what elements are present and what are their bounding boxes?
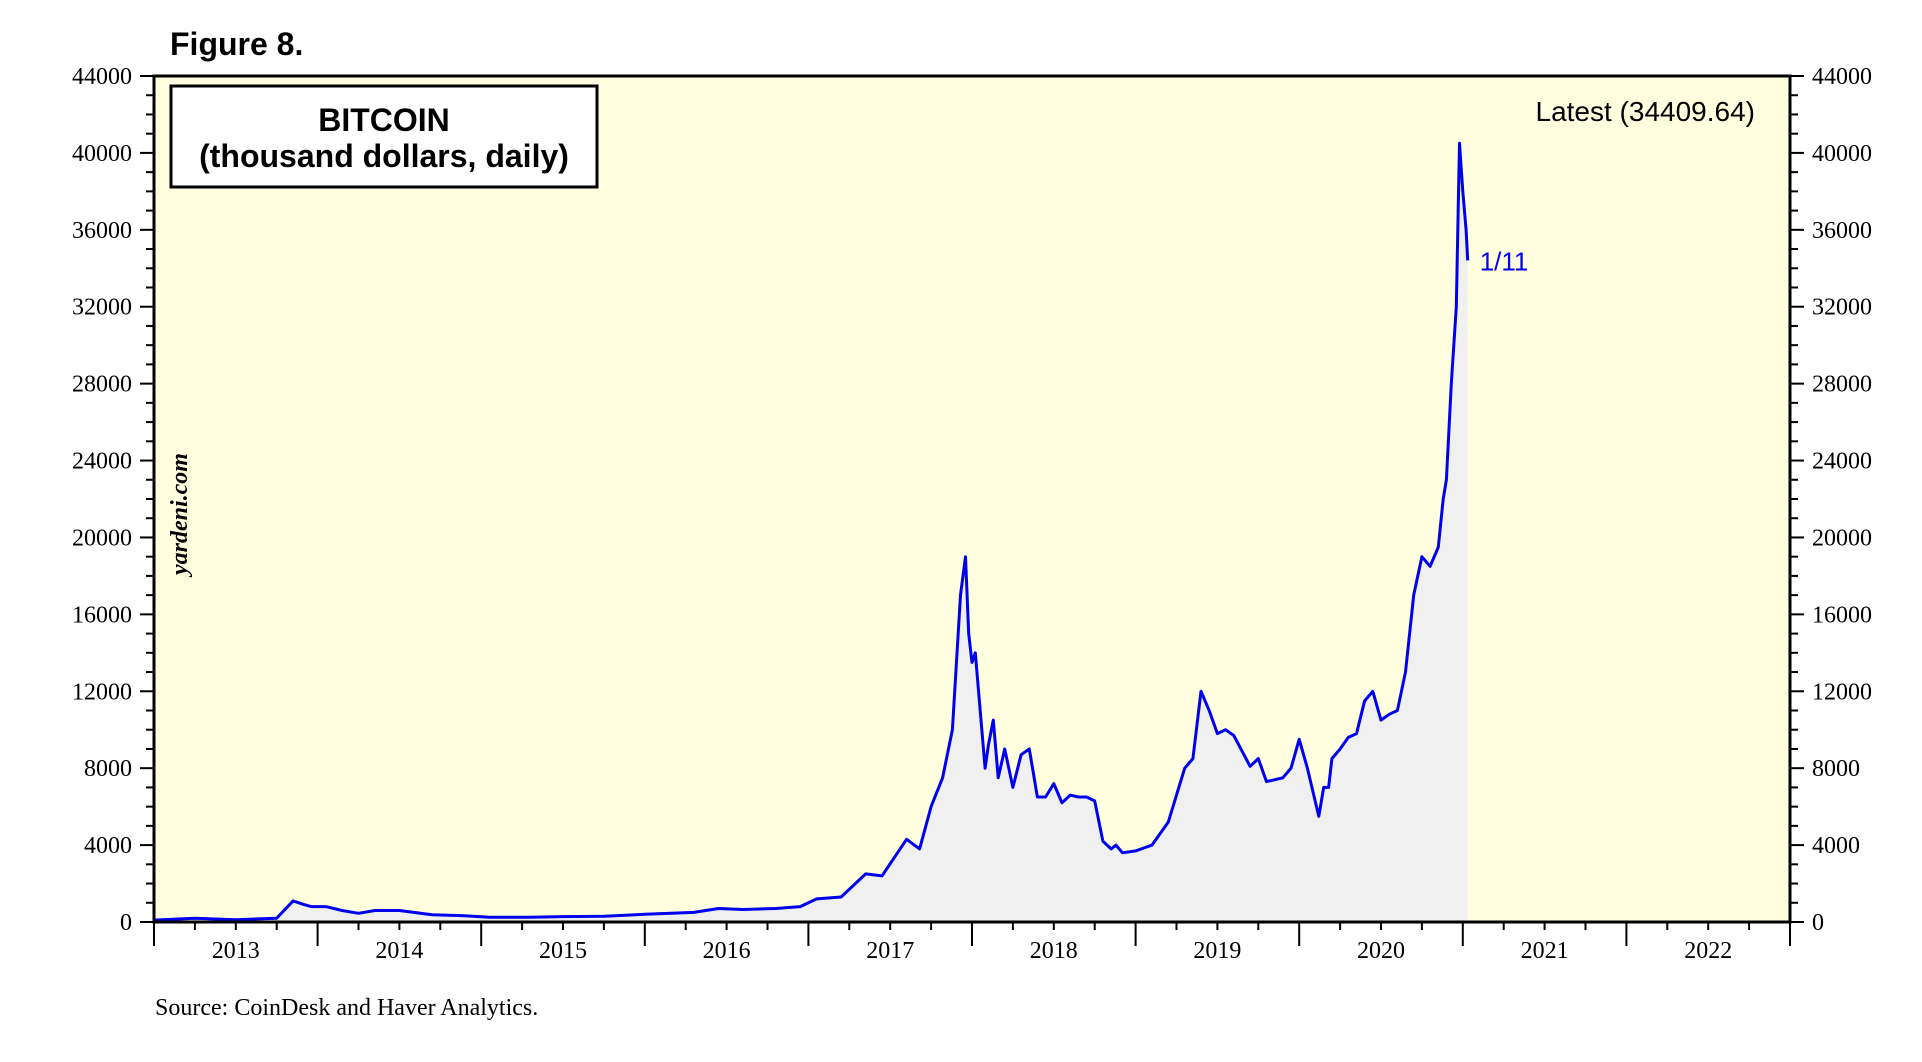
left-y-tick-label: 32000 — [72, 295, 132, 321]
left-y-tick-label: 12000 — [72, 679, 132, 705]
left-y-tick-label: 40000 — [72, 141, 132, 167]
area-under-line — [154, 143, 1468, 923]
yardeni-watermark: yardeni.com — [167, 453, 193, 578]
right-y-tick-label: 24000 — [1812, 449, 1872, 475]
chart-subtitle: (thousand dollars, daily) — [199, 138, 569, 174]
left-y-tick-label: 0 — [120, 910, 132, 936]
figure-label: Figure 8. — [170, 26, 303, 62]
right-y-tick-label: 0 — [1812, 910, 1824, 936]
latest-value-label: Latest (34409.64) — [1536, 96, 1756, 127]
right-y-tick-label: 28000 — [1812, 372, 1872, 398]
source-note: Source: CoinDesk and Haver Analytics. — [155, 995, 538, 1021]
title-box — [169, 84, 599, 189]
x-tick-label: 2021 — [1521, 938, 1569, 964]
latest-date-label: 1/11 — [1480, 246, 1529, 276]
x-tick-label: 2014 — [375, 938, 423, 964]
left-y-tick-label: 36000 — [72, 218, 132, 244]
right-y-tick-label: 12000 — [1812, 679, 1872, 705]
right-y-tick-label: 40000 — [1812, 141, 1872, 167]
right-y-tick-label: 20000 — [1812, 525, 1872, 551]
price-line — [153, 141, 1470, 922]
right-y-tick-label: 44000 — [1812, 64, 1872, 90]
right-y-axis: 0 4000 8000 12000 16000 20000 24000 28000 32000 3… — [1790, 64, 1872, 936]
left-y-tick-label: 4000 — [84, 833, 132, 859]
chart-title: BITCOIN — [318, 102, 450, 138]
x-tick-label: 2016 — [703, 938, 751, 964]
right-y-tick-label: 36000 — [1812, 218, 1872, 244]
left-y-tick-label: 44000 — [72, 64, 132, 90]
right-y-tick-label: 32000 — [1812, 295, 1872, 321]
right-y-tick-label: 16000 — [1812, 602, 1872, 628]
right-y-tick-label: 4000 — [1812, 833, 1860, 859]
left-y-tick-label: 8000 — [84, 756, 132, 782]
right-y-tick-label: 8000 — [1812, 756, 1860, 782]
x-tick-label: 2015 — [539, 938, 587, 964]
x-tick-label: 2017 — [866, 938, 914, 964]
left-y-tick-label: 20000 — [72, 525, 132, 551]
x-tick-label: 2020 — [1357, 938, 1405, 964]
x-tick-label: 2019 — [1193, 938, 1241, 964]
x-tick-label: 2018 — [1030, 938, 1078, 964]
x-tick-label: 2022 — [1684, 938, 1732, 964]
x-tick-label: 2013 — [212, 938, 260, 964]
left-y-axis: 0 4000 8000 12000 16000 20000 24000 28000 32000 3… — [72, 64, 154, 936]
left-y-tick-label: 16000 — [72, 602, 132, 628]
x-axis: 2013 2014 2015 2016 2017 2018 2019 2020 2021 2022 — [153, 922, 1791, 964]
left-y-tick-label: 24000 — [72, 449, 132, 475]
left-y-tick-label: 28000 — [72, 372, 132, 398]
